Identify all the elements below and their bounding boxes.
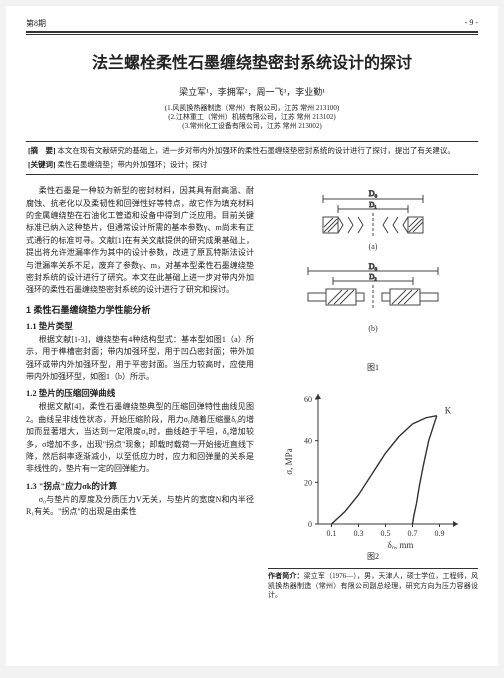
paragraph-12: 根据文献[4]，柔性石墨缠绕垫典型的压缩回弹特性曲线见图2。曲线呈非线性状态，开… <box>26 401 254 475</box>
svg-text:60: 60 <box>304 395 312 404</box>
abstract-label: [摘 要] <box>28 146 56 155</box>
svg-text:0.7: 0.7 <box>408 529 418 538</box>
svg-text:40: 40 <box>304 437 312 446</box>
page-number: - 9 - <box>465 18 478 29</box>
svg-text:K: K <box>445 406 452 416</box>
intro-paragraph: 柔性石墨是一种较为新型的密封材料，因其具有耐高温、耐腐蚀、抗老化以及柔韧性和回弹… <box>26 185 254 297</box>
svg-text:D₀: D₀ <box>369 262 378 271</box>
authors: 梁立军¹，李拥军²，周一飞³，李业勤¹ <box>26 85 478 98</box>
keywords-text: 柔性石墨缠绕垫；带内外加强环；设计；探讨 <box>57 160 207 169</box>
fig1-d1-label: D₁ <box>369 201 377 209</box>
fig1-d2-label: D₂ <box>369 273 377 281</box>
svg-text:0.9: 0.9 <box>435 529 445 538</box>
svg-text:0: 0 <box>308 520 312 529</box>
affil-3: (3.常州化工设备有限公司，江苏 常州 213002) <box>26 122 478 131</box>
subsection-13-title: 1.3 "拐点"应力σk的计算 <box>26 480 254 492</box>
issue-label: 第8期 <box>26 18 46 29</box>
svg-text:0.3: 0.3 <box>354 529 364 538</box>
subsection-11-title: 1.1 垫片类型 <box>26 320 254 332</box>
keywords-label: [关键词] <box>28 160 56 169</box>
affiliations: (1.风凯换热器制造（常州）有限公司，江苏 常州 213100) (2.江林重工… <box>26 104 478 131</box>
figure-1-caption: 图1 <box>268 362 478 373</box>
figure-2-caption: 图2 <box>268 551 478 562</box>
abstract-block: [摘 要] 本文在现有文献研究的基础上，进一步对带内外加强环的柔性石墨缠绕垫密封… <box>26 141 478 175</box>
right-column: D₀ D₁ (a <box>268 185 478 600</box>
svg-text:δ₀, mm: δ₀, mm <box>388 540 414 549</box>
affil-1: (1.风凯换热器制造（常州）有限公司，江苏 常州 213100) <box>26 104 478 113</box>
svg-text:0.1: 0.1 <box>327 529 337 538</box>
svg-text:σ, MPa: σ, MPa <box>284 449 294 475</box>
author-bio-label: 作者简介： <box>268 572 304 580</box>
left-column: 柔性石墨是一种较为新型的密封材料，因其具有耐高温、耐腐蚀、抗老化以及柔韧性和回弹… <box>26 185 254 600</box>
author-bio: 作者简介：梁立军（1976—），男，天津人，硕士学位，工程师，风凯换热器制造（常… <box>268 568 478 600</box>
figure-1: D₀ D₁ (a <box>278 185 468 360</box>
paper-title: 法兰螺栓柔性石墨缠绕垫密封系统设计的探讨 <box>26 49 478 73</box>
paragraph-13: σ₀与垫片的厚度及分质压力V无关，与垫片的宽度N和内半径R₁有关。"拐点"的出现… <box>26 494 254 519</box>
fig1-a-label: (a) <box>369 242 378 251</box>
header-rule <box>26 34 478 35</box>
paragraph-11: 根据文献[1-3]，缠绕垫有4种结构型式：基本型如图1（a）所示，用于榫槽密封面… <box>26 334 254 384</box>
affil-2: (2.江林重工（常州）机械有限公司，江苏 常州 213102) <box>26 113 478 122</box>
abstract-text: 本文在现有文献研究的基础上，进一步对带内外加强环的柔性石墨缠绕垫密封系统的设计进… <box>57 146 455 155</box>
svg-text:0.5: 0.5 <box>381 529 391 538</box>
fig1-b-label: (b) <box>368 324 378 333</box>
subsection-12-title: 1.2 垫片的压缩回弹曲线 <box>26 387 254 399</box>
svg-text:20: 20 <box>304 479 312 488</box>
section-1-title: 1 柔性石墨缠绕垫力学性能分析 <box>26 303 254 316</box>
figure-2: 0 20 40 60 0.1 0.3 0.5 0.7 0.9 δ₀, mm σ, MPa K <box>278 379 468 549</box>
fig1-d0-label: D₀ <box>369 189 378 198</box>
